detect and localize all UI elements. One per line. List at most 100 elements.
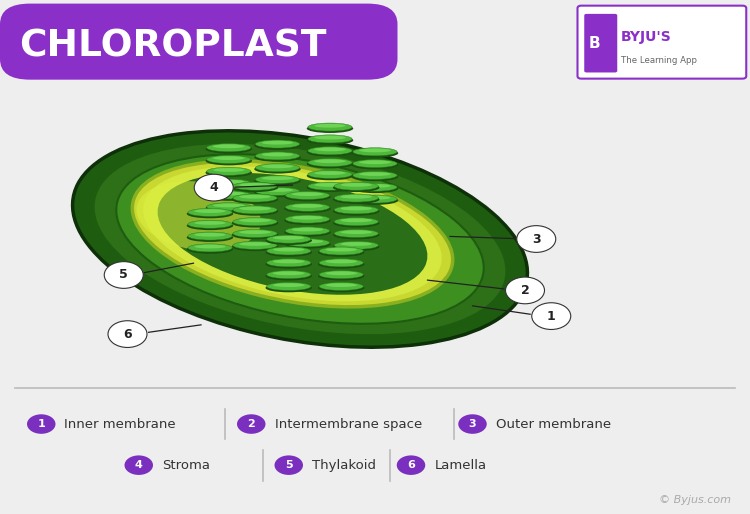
Ellipse shape — [188, 208, 232, 216]
Text: Lamella: Lamella — [434, 458, 487, 472]
Ellipse shape — [267, 270, 310, 279]
Ellipse shape — [320, 282, 363, 290]
Ellipse shape — [207, 167, 251, 175]
Ellipse shape — [333, 195, 380, 204]
Ellipse shape — [188, 220, 232, 228]
Ellipse shape — [314, 159, 346, 163]
Ellipse shape — [116, 154, 484, 324]
Ellipse shape — [233, 229, 277, 237]
FancyBboxPatch shape — [584, 14, 617, 72]
Ellipse shape — [320, 247, 363, 255]
Ellipse shape — [232, 230, 278, 240]
Ellipse shape — [359, 184, 391, 188]
Ellipse shape — [94, 144, 506, 334]
Ellipse shape — [207, 179, 251, 187]
Ellipse shape — [353, 183, 397, 191]
Text: Inner membrane: Inner membrane — [64, 417, 176, 431]
Ellipse shape — [254, 176, 301, 186]
Ellipse shape — [136, 181, 261, 251]
Text: © Byjus.com: © Byjus.com — [659, 495, 731, 505]
Text: 1: 1 — [38, 419, 45, 429]
Ellipse shape — [326, 248, 357, 251]
Ellipse shape — [256, 175, 299, 183]
Ellipse shape — [314, 136, 346, 139]
Ellipse shape — [320, 259, 363, 267]
Ellipse shape — [232, 195, 278, 204]
Ellipse shape — [359, 160, 391, 164]
FancyBboxPatch shape — [0, 4, 398, 80]
Ellipse shape — [333, 207, 380, 216]
Ellipse shape — [232, 242, 278, 251]
Ellipse shape — [256, 140, 299, 148]
Ellipse shape — [333, 218, 380, 228]
Ellipse shape — [188, 232, 232, 240]
Ellipse shape — [340, 230, 372, 234]
Ellipse shape — [273, 236, 304, 240]
Ellipse shape — [352, 184, 398, 193]
Ellipse shape — [314, 183, 346, 187]
Ellipse shape — [286, 238, 329, 247]
Ellipse shape — [286, 203, 329, 211]
Ellipse shape — [194, 221, 226, 225]
Ellipse shape — [353, 148, 397, 156]
Ellipse shape — [213, 204, 244, 207]
Circle shape — [397, 455, 425, 475]
Ellipse shape — [233, 241, 277, 249]
Text: Outer membrane: Outer membrane — [496, 417, 610, 431]
Text: 4: 4 — [135, 460, 142, 470]
Ellipse shape — [239, 183, 271, 187]
Ellipse shape — [359, 172, 391, 176]
Ellipse shape — [308, 170, 352, 178]
Ellipse shape — [194, 209, 226, 213]
Ellipse shape — [262, 141, 293, 144]
Circle shape — [27, 414, 56, 434]
Ellipse shape — [207, 203, 251, 211]
Ellipse shape — [233, 217, 277, 226]
Ellipse shape — [239, 195, 271, 198]
Ellipse shape — [143, 167, 442, 301]
Ellipse shape — [213, 168, 244, 172]
Ellipse shape — [262, 153, 293, 156]
Ellipse shape — [187, 209, 233, 218]
Circle shape — [194, 174, 233, 201]
Text: 6: 6 — [123, 327, 132, 341]
Ellipse shape — [286, 215, 329, 223]
Ellipse shape — [254, 188, 301, 197]
Ellipse shape — [254, 153, 301, 162]
Ellipse shape — [334, 217, 378, 226]
Ellipse shape — [158, 173, 428, 295]
Ellipse shape — [232, 207, 278, 216]
Text: BYJU'S: BYJU'S — [621, 30, 672, 44]
Ellipse shape — [267, 259, 310, 267]
Circle shape — [458, 414, 487, 434]
Ellipse shape — [320, 270, 363, 279]
Ellipse shape — [239, 230, 271, 234]
Ellipse shape — [307, 124, 353, 133]
Ellipse shape — [232, 183, 278, 192]
Circle shape — [108, 321, 147, 347]
Circle shape — [104, 262, 143, 288]
Ellipse shape — [207, 143, 251, 152]
Ellipse shape — [188, 244, 232, 252]
Text: 5: 5 — [285, 460, 292, 470]
Text: 3: 3 — [469, 419, 476, 429]
Circle shape — [274, 455, 303, 475]
Ellipse shape — [340, 218, 372, 222]
Ellipse shape — [213, 192, 244, 195]
Text: B: B — [588, 35, 600, 51]
Text: 4: 4 — [209, 181, 218, 194]
Ellipse shape — [334, 229, 378, 237]
Ellipse shape — [333, 242, 380, 251]
Ellipse shape — [352, 172, 398, 181]
Ellipse shape — [308, 158, 352, 167]
Ellipse shape — [284, 192, 331, 201]
Ellipse shape — [340, 242, 372, 246]
Ellipse shape — [326, 260, 357, 263]
Ellipse shape — [213, 180, 244, 183]
Ellipse shape — [213, 144, 244, 148]
Ellipse shape — [207, 191, 251, 199]
Ellipse shape — [187, 221, 233, 230]
Ellipse shape — [307, 159, 353, 169]
Ellipse shape — [207, 155, 251, 163]
Ellipse shape — [307, 148, 353, 157]
